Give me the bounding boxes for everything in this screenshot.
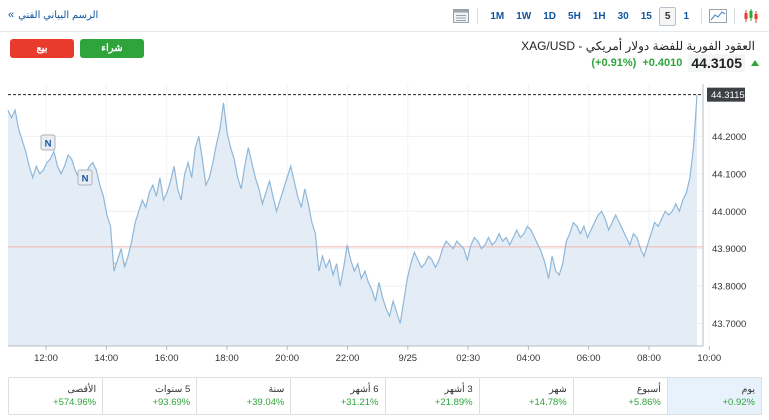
period-label: شهر: [549, 384, 567, 395]
news-marker-box: [77, 169, 93, 186]
period-1y[interactable]: سنة +39.04%: [197, 378, 292, 414]
y-tick-label: 43.7000: [712, 319, 746, 330]
price-line: [7, 95, 698, 324]
toolbar-divider: [734, 8, 735, 24]
period-value: +5.86%: [628, 397, 661, 408]
x-tick-label: 08:00: [637, 353, 661, 364]
x-tick-label: 16:00: [155, 353, 179, 364]
up-arrow-icon: [751, 60, 759, 66]
timeframe-5[interactable]: 5: [658, 6, 677, 26]
x-tick-label: 18:00: [215, 353, 239, 364]
table-view-icon[interactable]: [451, 7, 471, 25]
technical-chart-link[interactable]: الرسم البياني الفني »: [8, 9, 99, 22]
timeframe-bar: 1M 1W 1D 5H 1H 30 15 5 1: [451, 6, 761, 26]
period-value: +14.78%: [528, 397, 567, 408]
period-1m[interactable]: شهر +14.78%: [480, 378, 574, 414]
area-chart-icon[interactable]: [708, 7, 728, 25]
change-percent: (+0.91%): [591, 57, 637, 69]
timeframe-5h[interactable]: 5H: [568, 10, 581, 22]
y-tick-label: 44.0000: [712, 207, 746, 218]
x-tick-label: 02:30: [456, 353, 480, 364]
price-area-fill: [8, 95, 697, 346]
period-value: +0.92%: [722, 397, 756, 408]
candlestick-chart-icon[interactable]: [741, 7, 761, 25]
y-tick-label: 44.2000: [712, 132, 746, 143]
timeframe-30[interactable]: 30: [617, 10, 629, 22]
period-label: 3 أشهر: [444, 384, 473, 395]
x-tick-label: 22:00: [336, 353, 360, 364]
last-price: 44.3105: [688, 54, 745, 72]
news-markers: NN: [40, 134, 93, 186]
toolbar-divider: [477, 8, 479, 24]
x-tick-label: 04:00: [517, 353, 541, 364]
tech-chart-label: الرسم البياني الفني: [18, 10, 99, 21]
x-tick-label: 10:00: [697, 353, 721, 364]
chart-toolbar: الرسم البياني الفني » 1M 1W 1D 5H 1H 30 …: [0, 0, 769, 32]
period-5y[interactable]: 5 سنوات +93.69%: [103, 378, 198, 414]
last-price-label: 44.3115: [711, 90, 745, 101]
timeframe-1m[interactable]: 1M: [490, 10, 505, 22]
period-6m[interactable]: 6 أشهر +31.21%: [291, 378, 386, 414]
period-1w[interactable]: أسبوع +5.86%: [574, 378, 668, 414]
y-tick-label: 43.8000: [712, 282, 746, 293]
period-label: أسبوع: [636, 384, 661, 395]
y-tick-label: 44.1000: [712, 169, 746, 180]
period-label: يوم: [741, 384, 755, 395]
period-value: +39.04%: [246, 397, 285, 408]
period-label: سنة: [268, 384, 285, 395]
timeframe-1d[interactable]: 1D: [543, 10, 557, 22]
period-3m[interactable]: 3 أشهر +21.89%: [386, 378, 480, 414]
period-max[interactable]: الأقصى +574.96%: [9, 378, 104, 414]
buy-button[interactable]: شراء: [80, 39, 144, 58]
y-tick-label: 43.9000: [712, 244, 746, 255]
toolbar-divider: [701, 8, 702, 24]
timeframe-1h[interactable]: 1H: [592, 10, 606, 22]
period-1d[interactable]: يوم +0.92%: [667, 378, 761, 414]
timeframe-1[interactable]: 1: [683, 10, 689, 22]
x-tick-label: 14:00: [94, 353, 118, 364]
performance-periods: الأقصى +574.96% 5 سنوات +93.69% سنة +39.…: [8, 377, 762, 415]
news-marker: N: [82, 174, 89, 185]
period-label: 5 سنوات: [154, 384, 191, 395]
timeframe-15[interactable]: 15: [640, 10, 652, 22]
period-value: +31.21%: [340, 397, 379, 408]
instrument-title: XAG/USD - العقود الفورية للفضة دولار أمر…: [521, 39, 755, 53]
x-tick-label: 12:00: [34, 353, 58, 364]
period-label: الأقصى: [67, 384, 97, 395]
period-value: +93.69%: [152, 397, 191, 408]
period-value: +21.89%: [434, 397, 473, 408]
price-summary: (+0.91%) +0.4010 44.3105: [591, 54, 759, 72]
change-value: +0.4010: [642, 57, 683, 69]
price-chart[interactable]: Investing.com 44.200044.100044.000043.90…: [0, 80, 769, 370]
sell-button[interactable]: بيع: [10, 39, 74, 58]
news-marker: N: [45, 139, 52, 150]
period-label: 6 أشهر: [350, 384, 379, 395]
news-marker-box: [40, 134, 56, 151]
chart-axes: 44.2000 44.1000 44.0000 43.9000 43.8000 43.70…: [8, 84, 746, 364]
last-price-box: [707, 87, 745, 102]
period-value: +574.96%: [53, 397, 97, 408]
x-tick-label: 06:00: [577, 353, 601, 364]
x-tick-label: 9/25: [399, 353, 418, 364]
double-chevron-icon: »: [8, 9, 15, 21]
timeframe-1w[interactable]: 1W: [516, 10, 532, 22]
x-tick-label: 20:00: [275, 353, 299, 364]
